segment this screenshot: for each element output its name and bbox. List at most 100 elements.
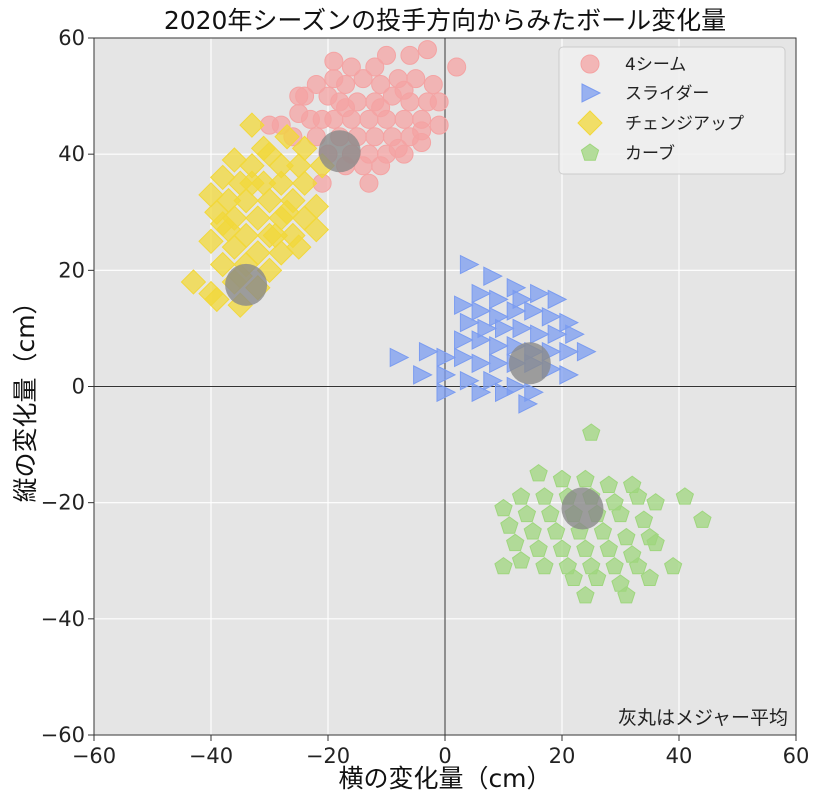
- curve-point: [587, 568, 607, 586]
- league-average-note: 灰丸はメジャー平均: [618, 707, 788, 729]
- changeup-point: [245, 205, 271, 231]
- four-seam-point: [365, 127, 385, 147]
- x-tick-label: −40: [189, 744, 233, 768]
- x-axis-title: 横の変化量（cm）: [338, 764, 551, 793]
- curve-point: [611, 504, 630, 523]
- slider-point: [459, 370, 480, 391]
- curve-point: [576, 585, 595, 604]
- curve-point: [640, 568, 659, 586]
- legend-markers: [577, 54, 603, 161]
- slider-point: [436, 382, 457, 403]
- four-seam-point: [388, 138, 408, 158]
- curve-point: [500, 516, 519, 534]
- slider-point: [518, 394, 539, 414]
- changeup-point: [291, 170, 318, 196]
- slider-point: [530, 324, 550, 345]
- axis-ticks: −60 −40 −20 0 20 40 60 −60 −40 −20 0 20 40 60: [41, 26, 810, 768]
- slider-point: [559, 365, 579, 385]
- league-average-marker: [508, 342, 551, 385]
- y-tick-label: 20: [58, 258, 85, 282]
- four-seam-point: [289, 86, 309, 106]
- slider-point: [495, 382, 515, 403]
- four-seam-point: [447, 57, 467, 77]
- four-seam-point: [306, 74, 326, 94]
- y-axis-title: 縦の変化量（cm）: [11, 289, 40, 502]
- changeup-point: [209, 251, 236, 278]
- slider-point: [576, 341, 597, 362]
- curve-point: [646, 533, 665, 552]
- x-tick-label: 40: [666, 744, 693, 768]
- curve-point: [511, 551, 531, 569]
- slider-point: [459, 312, 480, 333]
- curve-point: [628, 487, 648, 505]
- slider-point: [489, 289, 509, 310]
- four-seam-point: [429, 115, 449, 135]
- slider-point: [471, 382, 492, 403]
- slider-point: [471, 353, 492, 374]
- changeup-point: [198, 228, 224, 254]
- changeup-point: [262, 222, 289, 249]
- curve-point: [547, 522, 566, 540]
- league-average-markers: [225, 130, 604, 530]
- four-seam-point: [371, 98, 391, 118]
- slider-point: [436, 347, 457, 368]
- slider-point: [389, 347, 410, 368]
- curve-point: [664, 556, 683, 575]
- four-seam-point: [412, 121, 432, 141]
- slider-point: [565, 324, 585, 345]
- changeup-point: [256, 187, 283, 214]
- curve-point: [675, 487, 694, 505]
- slider-point: [495, 318, 515, 339]
- changeup-point: [286, 234, 312, 260]
- curve-point: [535, 487, 554, 505]
- y-tick-label: −40: [41, 607, 85, 631]
- changeup-point: [274, 124, 300, 150]
- x-tick-label: −20: [306, 744, 350, 768]
- four-seam-point: [406, 69, 426, 89]
- slider-point: [471, 301, 492, 321]
- x-tick-label: 60: [783, 744, 810, 768]
- legend-marker-changeup: [577, 110, 603, 136]
- four-seam-point: [394, 80, 414, 100]
- curve-point: [599, 539, 618, 557]
- curve-point: [646, 493, 665, 511]
- four-seam-point: [371, 156, 391, 176]
- curve-point: [576, 469, 595, 488]
- y-tick-label: 40: [58, 142, 85, 166]
- changeup-point: [274, 199, 300, 225]
- y-tick-label: 0: [72, 375, 85, 399]
- curve-point: [494, 556, 513, 575]
- curve-point: [529, 463, 548, 482]
- curve-point: [593, 522, 613, 540]
- four-seam-point: [365, 57, 385, 77]
- curve-point: [552, 539, 572, 557]
- changeup-point: [180, 269, 207, 295]
- zero-lines: [94, 38, 796, 735]
- changeup-point: [239, 170, 265, 196]
- four-seam-point: [324, 69, 344, 89]
- curve-point: [541, 504, 560, 523]
- slider-point: [454, 330, 474, 350]
- x-tick-label: 0: [438, 744, 451, 768]
- four-seam-point: [336, 98, 356, 118]
- slider-point: [512, 318, 533, 339]
- changeup-point: [209, 211, 236, 237]
- curve-point: [511, 487, 531, 505]
- curve-point: [617, 585, 636, 604]
- curve-point: [617, 527, 636, 546]
- four-seam-point: [423, 74, 443, 94]
- slider-point: [524, 301, 544, 321]
- y-tick-label: −20: [41, 491, 85, 515]
- four-seam-point: [353, 69, 373, 89]
- four-seam-point: [371, 74, 391, 94]
- curve-point: [494, 498, 513, 517]
- curve-point: [576, 539, 595, 557]
- curve-point: [506, 533, 525, 552]
- curve-point: [605, 556, 624, 575]
- curve-point: [517, 504, 537, 523]
- slider-point: [483, 370, 503, 391]
- legend-label-curve: カーブ: [625, 143, 675, 164]
- changeup-point: [204, 286, 230, 313]
- four-seam-point: [400, 45, 420, 65]
